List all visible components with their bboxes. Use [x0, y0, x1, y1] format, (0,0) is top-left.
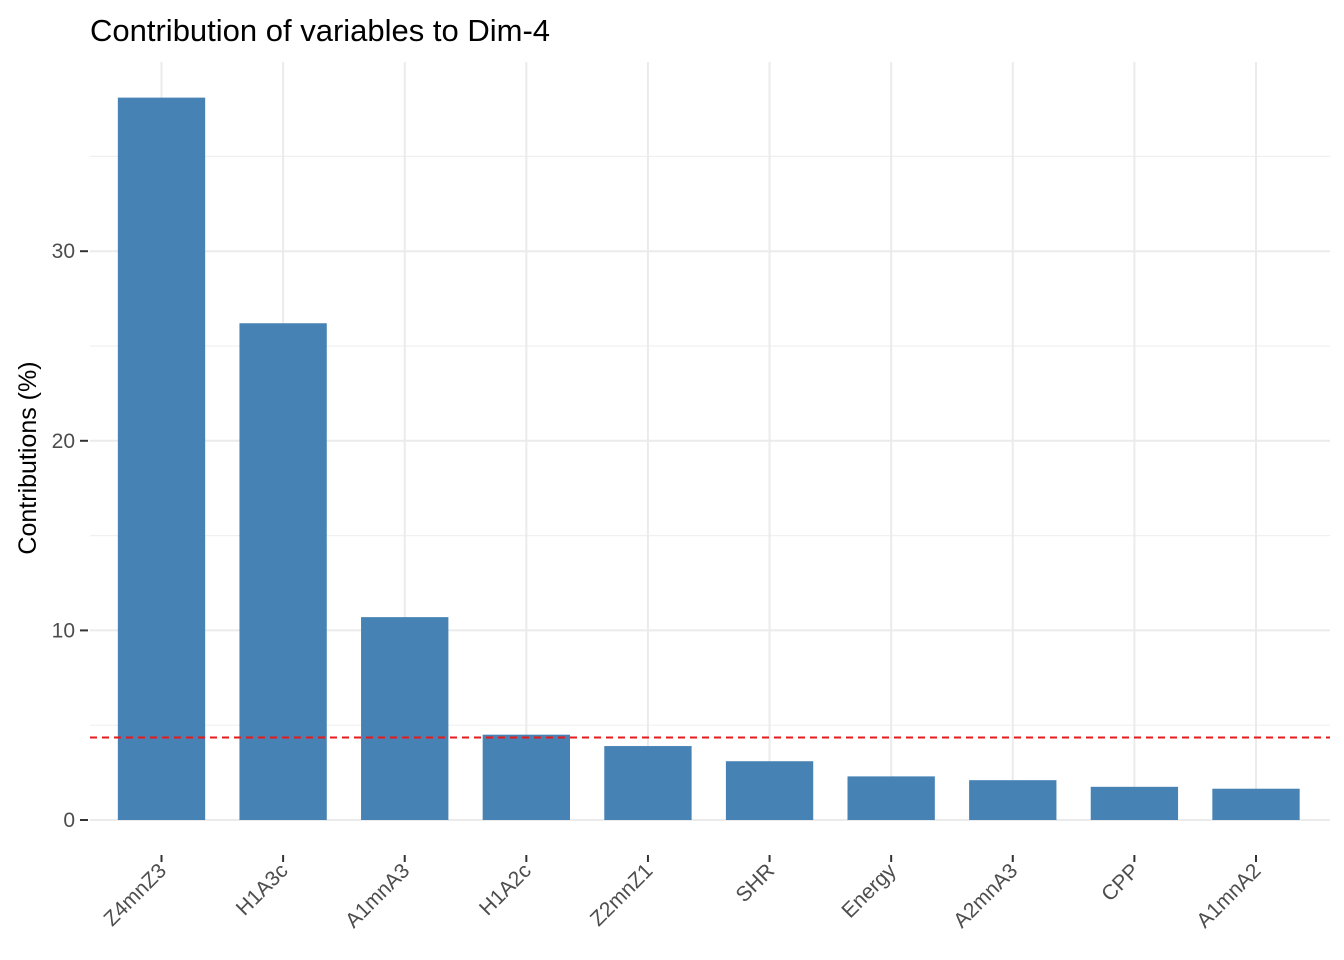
- x-tick-label: A1mnA2: [1192, 859, 1265, 932]
- x-tick-label: CPP: [1097, 859, 1144, 906]
- y-tick-label: 20: [52, 430, 75, 453]
- x-tick-label: A1mnA3: [341, 859, 414, 932]
- x-tick-label: H1A2c: [475, 859, 536, 920]
- chart-title: Contribution of variables to Dim-4: [90, 13, 550, 48]
- axes: 0 10 20 30 Z4mnZ3 H1A3c A1mnA3 H1A2c Z2mnZ1 SHR En…: [52, 240, 1266, 932]
- x-tick-label: SHR: [731, 859, 779, 907]
- bar-h1a3c: [239, 323, 327, 820]
- bar-cpp: [1090, 786, 1179, 820]
- bar-a1mna3: [361, 617, 449, 820]
- bar-energy: [847, 776, 935, 820]
- y-tick-label: 0: [63, 809, 75, 832]
- bar-z4mnz3: [117, 97, 206, 820]
- bar-a1mna2: [1212, 788, 1300, 820]
- x-tick-label: Z2mnZ1: [586, 859, 658, 931]
- bar-a2mna3: [969, 780, 1057, 820]
- y-axis-label: Contributions (%): [14, 361, 42, 554]
- y-tick-label: 30: [52, 240, 75, 263]
- x-tick-label: H1A3c: [232, 859, 293, 920]
- bar-shr: [725, 761, 814, 820]
- x-tick-label: A2mnA3: [949, 859, 1022, 932]
- bar-z2mnz1: [604, 746, 692, 820]
- bar-h1a2c: [482, 734, 570, 820]
- x-tick-label: Z4mnZ3: [99, 859, 171, 931]
- y-tick-label: 10: [52, 619, 75, 642]
- x-tick-label: Energy: [837, 859, 901, 923]
- bars: [117, 97, 1300, 820]
